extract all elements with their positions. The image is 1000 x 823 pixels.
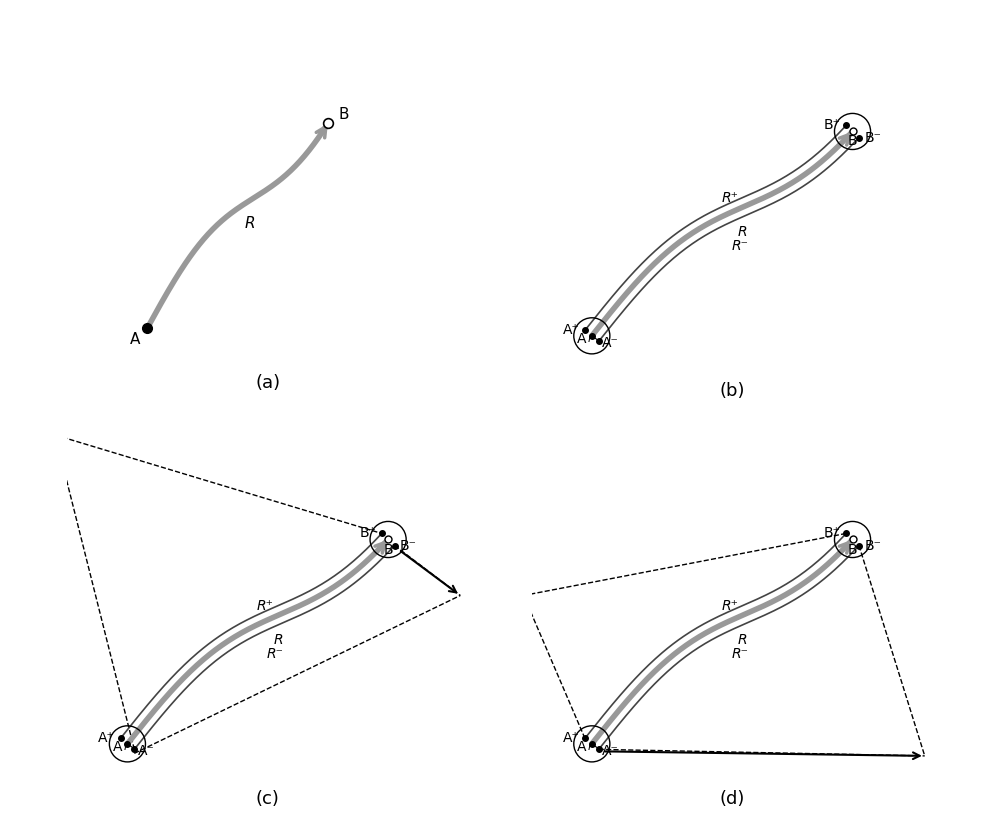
Text: A: A [113, 740, 122, 754]
Text: (b): (b) [719, 382, 745, 400]
Text: A⁺: A⁺ [98, 732, 115, 746]
Text: (c): (c) [256, 790, 280, 808]
Text: R⁺: R⁺ [722, 599, 739, 613]
Text: (d): (d) [720, 790, 745, 808]
Text: R: R [738, 226, 748, 239]
Text: B⁻: B⁻ [865, 131, 882, 145]
Text: B: B [383, 542, 393, 556]
Text: B: B [339, 108, 349, 123]
Text: B⁺: B⁺ [359, 527, 376, 541]
Text: A: A [577, 740, 587, 754]
Text: R⁻: R⁻ [267, 648, 284, 662]
Text: B: B [848, 134, 857, 148]
Text: B⁺: B⁺ [824, 119, 841, 133]
Text: A⁻: A⁻ [602, 337, 619, 351]
Text: A⁻: A⁻ [138, 744, 155, 758]
Text: R⁻: R⁻ [731, 239, 748, 253]
Text: r: r [123, 742, 128, 752]
Text: r: r [588, 742, 592, 752]
Text: R: R [245, 216, 256, 231]
Text: R⁻: R⁻ [731, 648, 748, 662]
Text: R: R [738, 633, 748, 647]
Text: B⁻: B⁻ [400, 538, 417, 552]
Text: B⁺: B⁺ [824, 527, 841, 541]
Text: A⁺: A⁺ [563, 732, 579, 746]
Text: R⁺: R⁺ [722, 191, 739, 205]
Text: R⁺: R⁺ [257, 599, 274, 613]
Text: (a): (a) [255, 374, 280, 392]
Text: A⁻: A⁻ [602, 744, 619, 758]
Text: B⁻: B⁻ [865, 538, 882, 552]
Text: R: R [274, 633, 283, 647]
Text: A⁺: A⁺ [563, 323, 579, 337]
Text: r: r [588, 334, 592, 344]
Text: A: A [130, 332, 141, 346]
Text: B: B [848, 542, 857, 556]
Text: A: A [577, 332, 587, 346]
